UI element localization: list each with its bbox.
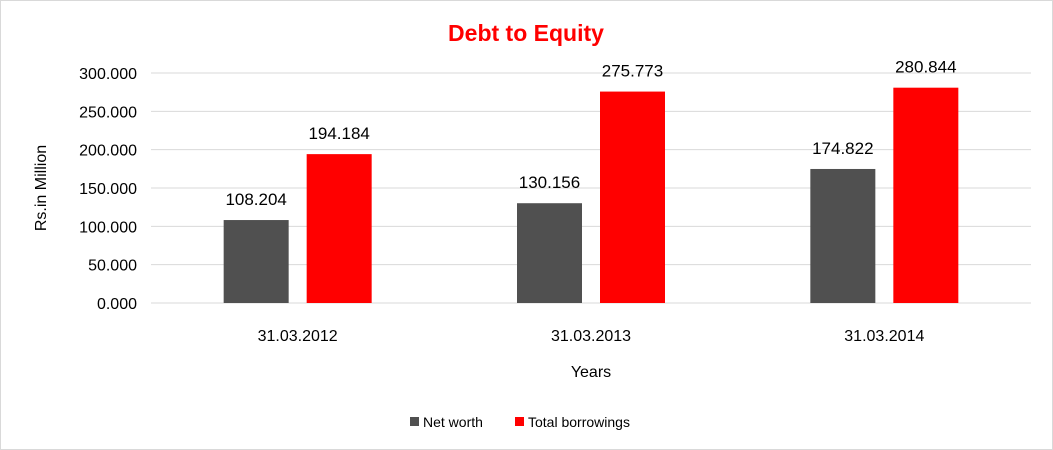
bar-total-borrowings bbox=[306, 154, 372, 303]
y-tick-label: 100.000 bbox=[79, 219, 137, 236]
x-tick-label: 31.03.2014 bbox=[844, 328, 924, 345]
x-tick-label: 31.03.2012 bbox=[258, 328, 338, 345]
data-label: 108.204 bbox=[225, 190, 286, 209]
x-tick-label: 31.03.2013 bbox=[551, 328, 631, 345]
y-tick-label: 50.000 bbox=[88, 258, 137, 275]
data-label: 280.844 bbox=[895, 58, 956, 77]
legend-label: Net worth bbox=[423, 414, 483, 430]
y-tick-labels: 0.000 50.000 100.000 150.000 200.000 250.000 3… bbox=[79, 66, 137, 313]
y-tick-label: 250.000 bbox=[79, 104, 137, 121]
y-tick-label: 150.000 bbox=[79, 181, 137, 198]
gridlines bbox=[151, 72, 1031, 304]
bar-total-borrowings bbox=[893, 87, 959, 303]
legend: Net worth Total borrowings bbox=[410, 414, 630, 430]
legend-swatch bbox=[515, 417, 524, 426]
data-label: 174.822 bbox=[812, 139, 873, 158]
y-tick-label: 200.000 bbox=[79, 143, 137, 160]
bar-net-worth bbox=[517, 203, 582, 303]
y-tick-label: 0.000 bbox=[97, 296, 137, 313]
data-label: 130.156 bbox=[519, 173, 580, 192]
y-tick-label: 300.000 bbox=[79, 66, 137, 83]
bar-net-worth bbox=[223, 220, 289, 303]
x-axis-title: Years bbox=[571, 364, 611, 381]
data-label: 275.773 bbox=[602, 62, 663, 81]
data-labels: 108.204 194.184 130.156 275.773 174.822 280.8… bbox=[225, 58, 956, 209]
bars bbox=[223, 87, 959, 303]
legend-label: Total borrowings bbox=[528, 414, 630, 430]
bar-total-borrowings bbox=[600, 91, 665, 303]
bar-net-worth bbox=[810, 168, 876, 303]
x-tick-labels: 31.03.2012 31.03.2013 31.03.2014 bbox=[258, 328, 925, 345]
y-axis-title: Rs.in Million bbox=[33, 145, 50, 231]
legend-swatch bbox=[410, 417, 419, 426]
data-label: 194.184 bbox=[308, 124, 369, 143]
chart-title: Debt to Equity bbox=[448, 20, 604, 46]
